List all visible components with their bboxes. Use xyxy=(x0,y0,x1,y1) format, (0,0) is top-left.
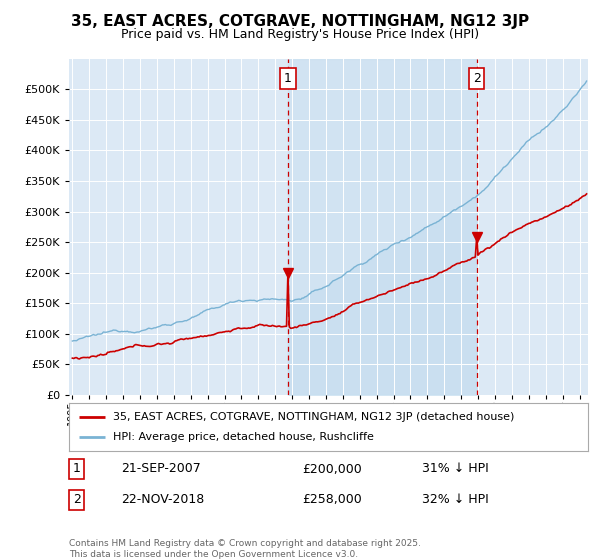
Text: 21-SEP-2007: 21-SEP-2007 xyxy=(121,463,200,475)
Text: Contains HM Land Registry data © Crown copyright and database right 2025.
This d: Contains HM Land Registry data © Crown c… xyxy=(69,539,421,559)
Text: £258,000: £258,000 xyxy=(302,493,362,506)
Text: 31% ↓ HPI: 31% ↓ HPI xyxy=(422,463,488,475)
Text: 35, EAST ACRES, COTGRAVE, NOTTINGHAM, NG12 3JP: 35, EAST ACRES, COTGRAVE, NOTTINGHAM, NG… xyxy=(71,14,529,29)
Text: 2: 2 xyxy=(73,493,81,506)
Text: 1: 1 xyxy=(73,463,81,475)
Text: 32% ↓ HPI: 32% ↓ HPI xyxy=(422,493,488,506)
Bar xyxy=(288,59,477,395)
Text: 2: 2 xyxy=(473,72,481,85)
Text: 1: 1 xyxy=(284,72,292,85)
Text: £200,000: £200,000 xyxy=(302,463,362,475)
Text: HPI: Average price, detached house, Rushcliffe: HPI: Average price, detached house, Rush… xyxy=(113,432,374,442)
Text: 35, EAST ACRES, COTGRAVE, NOTTINGHAM, NG12 3JP (detached house): 35, EAST ACRES, COTGRAVE, NOTTINGHAM, NG… xyxy=(113,412,514,422)
Text: 22-NOV-2018: 22-NOV-2018 xyxy=(121,493,204,506)
Text: Price paid vs. HM Land Registry's House Price Index (HPI): Price paid vs. HM Land Registry's House … xyxy=(121,28,479,41)
